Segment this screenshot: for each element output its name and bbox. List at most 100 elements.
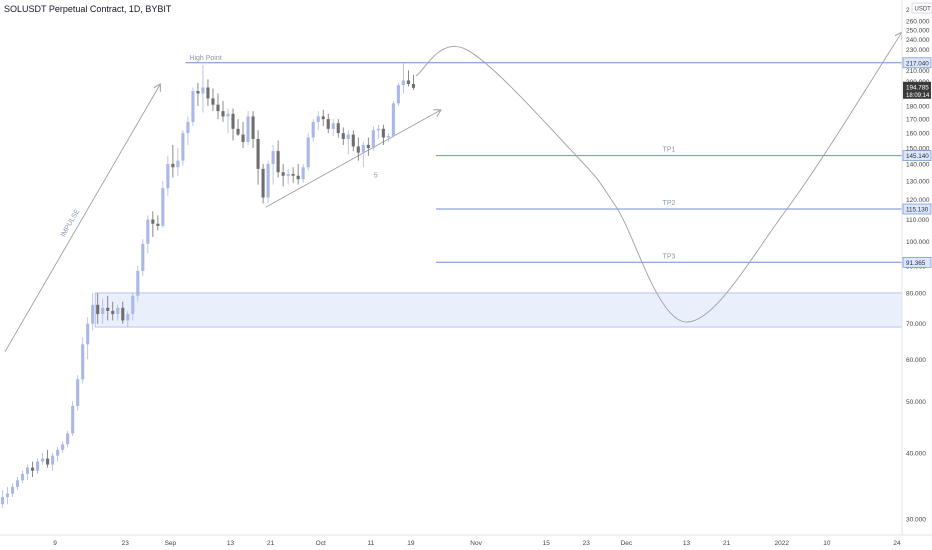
candle-body [306, 137, 310, 168]
y-tick-label: 120.000 [906, 197, 930, 204]
x-tick-label: 24 [893, 540, 901, 547]
candle-body [326, 119, 330, 129]
candle-body [46, 458, 50, 465]
x-tick-label: 15 [543, 540, 551, 547]
countdown-text: 18:09:14 [906, 93, 930, 99]
x-tick-label: 23 [583, 540, 591, 547]
candle-body [351, 134, 355, 147]
candle-body [331, 123, 335, 129]
candle-body [5, 493, 10, 498]
candle-body [36, 461, 40, 471]
x-tick-label: 10 [823, 540, 831, 547]
candle-body [126, 314, 130, 321]
candle-body [131, 295, 135, 315]
x-tick-label: 23 [122, 540, 130, 547]
x-tick-label: 19 [407, 540, 415, 547]
candle-body [56, 449, 60, 456]
impulse-label: IMPULSE [60, 208, 82, 238]
level-name-label: TP3 [663, 253, 676, 260]
level-name-label: High Point [189, 55, 221, 62]
candle-body [301, 167, 305, 180]
candle-body [231, 113, 235, 129]
candle-body [296, 175, 300, 180]
last-price-text: 194.785 [906, 84, 929, 91]
candle-body [216, 104, 220, 112]
candle-body [91, 304, 95, 324]
y-tick-label: 160.000 [906, 131, 930, 138]
candle-body [211, 98, 215, 105]
candle-body [356, 146, 360, 153]
candle-body [111, 310, 115, 315]
candle-body [346, 134, 350, 139]
candle-body [146, 219, 150, 244]
x-tick-label: 9 [53, 540, 57, 547]
candle-body [311, 121, 315, 138]
candle-body [10, 486, 15, 494]
x-tick-label: 21 [723, 540, 731, 547]
candle-body [406, 80, 410, 84]
level-price-tag [902, 57, 932, 69]
candle-body [286, 174, 290, 176]
trend-arrow [265, 110, 441, 208]
y-tick-label: 70.000 [906, 321, 926, 328]
x-tick-label: 13 [227, 540, 235, 547]
candle-body [261, 168, 265, 198]
candle-body [161, 188, 165, 226]
candle-body [116, 307, 120, 315]
candle-body [196, 91, 200, 94]
wave-label: 5 [374, 172, 378, 179]
candle-body [361, 144, 365, 153]
projection-path [415, 32, 902, 323]
candle-body [221, 111, 225, 117]
level-price-text: 115.130 [906, 206, 929, 213]
candle-body [186, 121, 190, 134]
candle-body [321, 116, 325, 120]
x-tick-label: 11 [367, 540, 374, 547]
candle-body [101, 307, 105, 315]
y-tick-label: 180.000 [906, 103, 930, 110]
y-tick-label: 210.000 [906, 68, 930, 75]
candle-body [171, 163, 175, 168]
y-tick-label: 260.000 [906, 19, 930, 26]
y-tick-label: 50.000 [906, 399, 926, 406]
candle-body [376, 128, 380, 131]
candle-body [41, 458, 45, 462]
candle-body [201, 87, 205, 94]
candle-body [371, 130, 375, 148]
y-axis-scale-tag: 2 [906, 7, 910, 14]
candle-body [246, 116, 250, 142]
candle-body [341, 133, 345, 139]
level-price-text: 91.365 [906, 260, 926, 267]
y-tick-label: 170.000 [906, 117, 930, 124]
x-tick-label: 13 [683, 540, 691, 547]
candle-body [391, 103, 395, 137]
level-price-tag [902, 203, 932, 215]
level-name-label: TP1 [663, 147, 676, 154]
y-tick-label: 250.000 [906, 28, 930, 35]
candle-body [336, 123, 340, 134]
candle-body [71, 405, 75, 434]
candle-body [0, 497, 5, 505]
currency-badge[interactable] [911, 2, 932, 14]
candle-body [96, 304, 100, 315]
demand-zone [94, 292, 903, 328]
y-tick-label: 140.000 [906, 161, 930, 168]
x-tick-label: 2022 [774, 540, 789, 547]
candle-body [276, 151, 280, 173]
candle-body [396, 85, 400, 104]
candle-body [121, 307, 125, 321]
candle-body [291, 174, 295, 176]
trend-arrow [4, 84, 160, 352]
level-price-text: 217.040 [906, 60, 929, 67]
y-tick-label: 230.000 [906, 47, 930, 54]
y-tick-label: 130.000 [906, 178, 930, 185]
y-tick-label: 100.000 [906, 239, 930, 246]
candle-body [386, 136, 390, 138]
candle-body [66, 433, 70, 445]
candle-body [366, 144, 370, 148]
candle-body [316, 116, 320, 122]
candle-body [206, 87, 210, 99]
level-price-tag [902, 256, 932, 268]
currency-label: USDT [915, 7, 932, 13]
